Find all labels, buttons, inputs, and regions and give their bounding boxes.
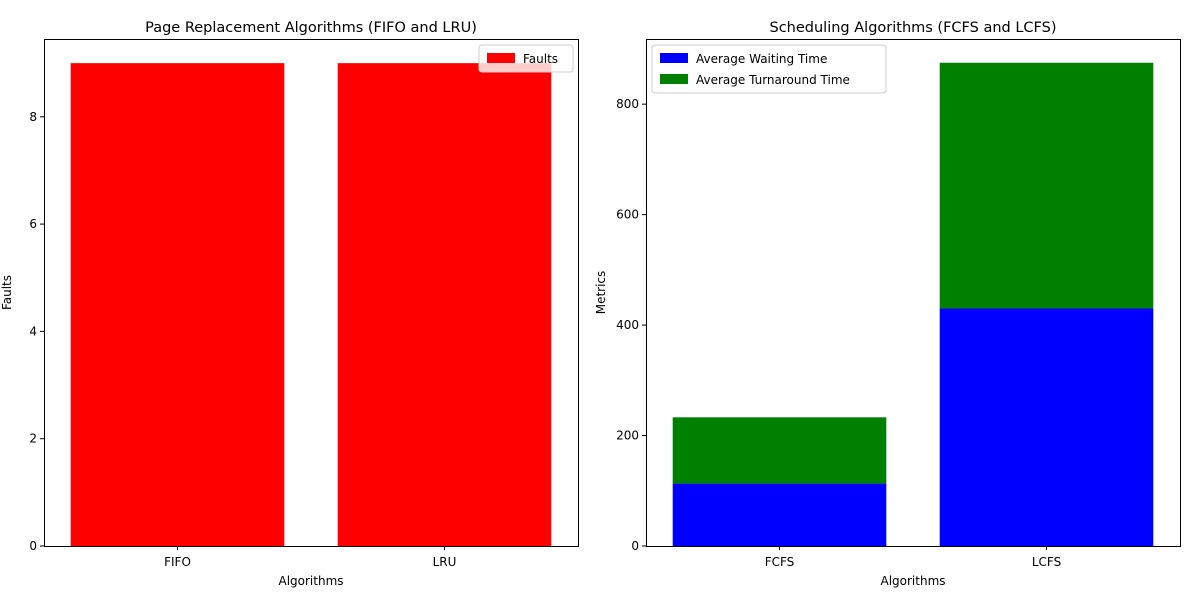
y-tick-label: 400 [616, 318, 639, 332]
y-tick-label: 2 [29, 432, 37, 446]
y-tick-label: 0 [29, 539, 37, 553]
y-tick-label: 800 [616, 97, 639, 111]
legend-swatch-1 [660, 74, 688, 84]
legend-label-0: Average Waiting Time [696, 52, 827, 66]
x-axis-label: Algorithms [880, 574, 945, 588]
bar-lcfs-1 [939, 62, 1154, 309]
x-tick-label: LRU [433, 555, 457, 569]
y-tick-label: 8 [29, 110, 37, 124]
legend-swatch-0 [487, 53, 515, 63]
x-tick-label: FCFS [765, 555, 795, 569]
x-tick-label: LCFS [1032, 555, 1061, 569]
legend-label-0: Faults [523, 52, 558, 66]
y-tick-label: 200 [616, 429, 639, 443]
legend-box [651, 44, 887, 94]
axes-frame [646, 39, 1181, 547]
chart-title: Scheduling Algorithms (FCFS and LCFS) [770, 20, 1057, 36]
bar-fcfs-0 [672, 483, 887, 546]
chart-title: Page Replacement Algorithms (FIFO and LR… [145, 20, 477, 36]
legend-swatch-0 [660, 53, 688, 63]
bar-fifo-0 [70, 63, 285, 547]
y-tick-label: 6 [29, 217, 37, 231]
axes-frame [44, 39, 579, 547]
y-axis-label: Metrics [594, 271, 608, 315]
legend-box [478, 44, 574, 73]
page-replacement-chart: 0 2 4 6 8 FIFO LRU Page Replacement Algorithms … [0, 20, 579, 588]
legend-label-1: Average Turnaround Time [696, 73, 850, 87]
y-tick-label: 600 [616, 208, 639, 222]
y-tick-label: 0 [631, 539, 639, 553]
legend: Average Waiting Time Average Turnaround T… [651, 44, 887, 94]
scheduling-chart: 0 200 400 600 800 FCFS LCFS Scheduling Algorith… [594, 20, 1181, 588]
y-tick-label: 4 [29, 324, 37, 338]
bar-lru-0 [337, 63, 552, 547]
x-tick-label: FIFO [164, 555, 191, 569]
legend: Faults [478, 44, 574, 73]
bar-fcfs-1 [672, 417, 887, 484]
y-axis-label: Faults [0, 275, 14, 310]
bar-lcfs-0 [939, 308, 1154, 546]
x-axis-label: Algorithms [278, 574, 343, 588]
